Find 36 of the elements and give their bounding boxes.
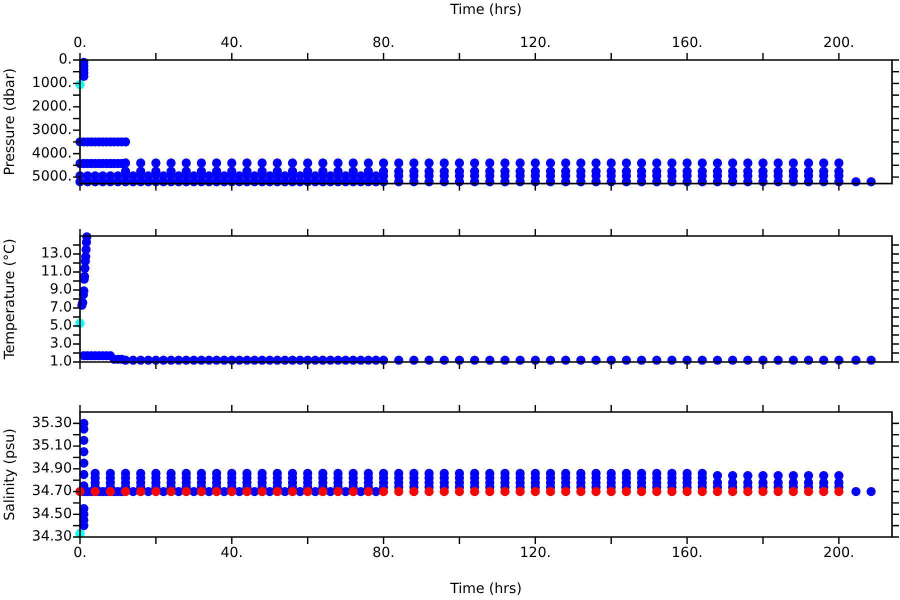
y-tick-label: 34.90 xyxy=(32,460,72,476)
x-tick-label: 120. xyxy=(520,545,551,562)
y-tick-label: 34.50 xyxy=(32,506,72,522)
x-tick-label: 200. xyxy=(823,35,854,52)
y-tick-label: 2000. xyxy=(32,98,72,114)
y-tick-label: 35.10 xyxy=(32,438,72,454)
x-axis-title: Time (hrs) xyxy=(449,581,522,598)
y-tick-label: 5.0 xyxy=(50,318,72,334)
x-tick-label: 200. xyxy=(823,545,854,562)
x-tick-label: 0. xyxy=(73,545,87,562)
y-tick-label: 34.70 xyxy=(32,483,72,500)
y-tick-label: 11.0 xyxy=(40,264,72,280)
x-tick-label: 80. xyxy=(372,35,395,52)
y-tick-label: 3000. xyxy=(32,122,72,138)
y-tick-label: 0. xyxy=(58,52,72,68)
y-tick-label: 13.0 xyxy=(40,246,72,262)
y-tick-label: 1.0 xyxy=(50,354,72,370)
y-tick-label: 3.0 xyxy=(50,336,72,352)
x-tick-label: 40. xyxy=(220,545,243,562)
y-tick-label: 34.30 xyxy=(32,528,72,545)
y-tick-label: 5000. xyxy=(32,168,72,185)
x-tick-label: 160. xyxy=(672,545,703,562)
y-tick-label: 7.0 xyxy=(50,300,72,316)
y-tick-label: 9.0 xyxy=(50,282,72,298)
y-tick-label: 35.30 xyxy=(32,415,72,432)
y-axis-title: Temperature (°C) xyxy=(2,238,18,360)
y-tick-label: 4000. xyxy=(32,145,72,162)
x-tick-label: 40. xyxy=(220,35,243,52)
y-axis-title: Pressure (dbar) xyxy=(2,68,18,176)
x-axis-title: Time (hrs) xyxy=(449,2,522,18)
x-tick-label: 160. xyxy=(672,35,703,52)
x-tick-label: 120. xyxy=(520,35,551,52)
x-tick-label: 0. xyxy=(73,35,87,52)
x-tick-label: 80. xyxy=(372,545,395,562)
y-axis-title: Salinity (psu) xyxy=(2,428,18,521)
y-tick-label: 1000. xyxy=(32,75,72,92)
